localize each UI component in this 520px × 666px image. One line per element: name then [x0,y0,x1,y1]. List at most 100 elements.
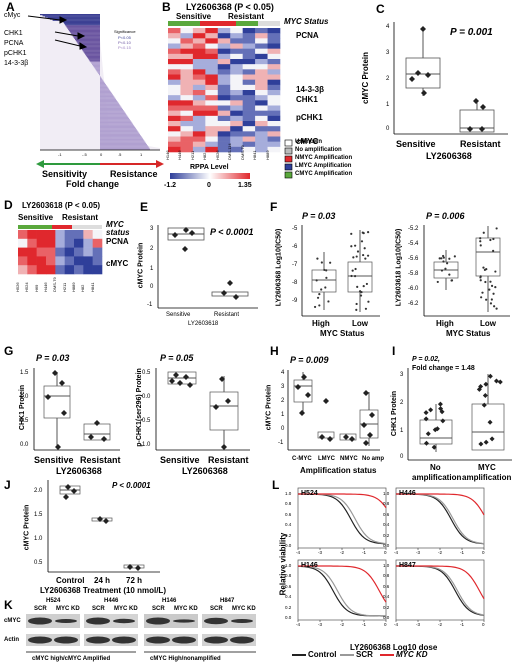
panel-g-left-drug: LY2606368 [56,466,102,476]
panel-i-ylabel: CHK1 Protein [391,390,399,437]
panel-b-cell [242,43,256,49]
panel-b-cell [230,59,243,65]
panel-b-cell [267,48,281,55]
panel-l-ytick: 0.0 [383,543,390,548]
panel-l-ytick: 1.0 [285,491,292,496]
panel-b-cell [217,131,231,137]
panel-a-bar [100,125,135,128]
panel-b-scale-min: -1.2 [164,182,177,189]
panel-b-cell [267,121,281,127]
panel-b-gene-pcna: PCNA [296,31,319,40]
panel-a-bar [64,24,100,26]
panel-b-cell [168,48,181,55]
panel-e-group-sensitive: Sensitive [166,312,191,318]
panel-l-xtick: -1 [362,550,367,555]
panel-l-xtick: -4 [394,550,399,555]
panel-a-bar [71,34,100,36]
data-point [359,294,363,297]
panel-b-cell [205,33,219,39]
panel-e-ytick-3: 3 [150,226,154,232]
panel-a-gene-cmyc: cMyc [4,12,21,19]
data-point [493,378,499,384]
panel-h-xlabel: Amplification status [300,466,377,475]
panel-b-cell-name: H446 [177,150,183,160]
panel-a-bar [100,110,124,112]
panel-b-cell [267,146,281,153]
panel-d-cell [18,247,28,257]
panel-a-bar [100,106,122,108]
panel-b-cell [168,74,181,80]
panel-d-cell [27,238,37,248]
panel-a-bar [62,20,100,22]
panel-k-blot [26,614,256,653]
panel-a-foldchange: Fold change [66,179,120,189]
panel-b-cell [205,84,219,91]
panel-l-xtick: -1 [362,622,367,627]
panel-e-group-resistant: Resistant [214,312,240,318]
panel-b-cell [230,38,243,44]
panel-b-cell [180,43,194,49]
data-point [489,436,495,442]
panel-b-cell [242,79,256,86]
panel-b-cell [255,64,268,70]
panel-b-cell [217,95,231,101]
panel-a-bar [40,14,100,16]
panel-b-cell [192,69,206,75]
panel-b-cell [168,84,181,91]
panel-f-left-ytick-2: -7 [292,262,298,268]
data-point [489,302,493,305]
panel-b-cell [255,53,268,60]
panel-d-cell [27,247,37,257]
panel-b-cell [205,95,219,101]
panel-b-cell [180,146,194,153]
panel-d-cell [74,247,84,257]
panel-l-ytick: 0.6 [285,583,292,589]
data-point [366,231,370,234]
panel-b-cell [267,28,281,34]
data-point [351,269,354,272]
panel-b-cell [242,74,256,80]
panel-b-cell [192,100,206,106]
data-point [479,244,482,247]
panel-a-bar [100,113,127,115]
data-point [352,256,355,259]
panel-a-bar [85,53,100,55]
panel-b-letter: B [162,0,171,14]
data-point [479,276,482,279]
panel-d-cell [64,256,75,266]
panel-b-cell [168,38,181,44]
panel-c-ytick-2: 2 [386,76,390,82]
panel-b-cell-name: H841 [252,150,258,160]
panel-a-bar [70,32,100,34]
panel-b-cell [192,79,206,86]
panel-b-cell [255,69,268,75]
panel-a-bar [66,26,100,28]
panel-a-gene-pcna: PCNA [4,40,24,47]
data-point [434,426,440,432]
panel-f-left-group-low: Low [352,319,368,328]
panel-d-gene-pcna: PCNA [106,237,129,246]
panel-k-lane-kd-2: MYC KD [114,606,138,612]
panel-b-cell [180,105,194,111]
data-point [492,249,495,252]
panel-k-row-actin: Actin [4,637,19,643]
panel-a-bar [78,43,100,45]
data-point [354,244,357,247]
panel-b-cell [192,146,206,153]
panel-a-bar [100,116,129,119]
panel-b-cell [255,95,268,101]
panel-f-right-group-high: High [436,319,454,328]
panel-l-ytick: 0.6 [383,511,390,517]
panel-i-ytick-0: 3 [400,372,404,378]
panel-d-cell [18,238,28,248]
panel-b-cell [217,48,231,55]
data-point [442,260,445,263]
panel-a-bar [95,68,100,70]
panel-b-cell [242,59,256,65]
panel-b-cell-name: H211 [189,150,195,160]
panel-d-gene-cmyc: cMYC [106,259,129,268]
data-point [365,282,368,286]
panel-b-cell [230,146,243,153]
panel-b-cell [267,110,281,117]
panel-a-bar [92,64,100,67]
